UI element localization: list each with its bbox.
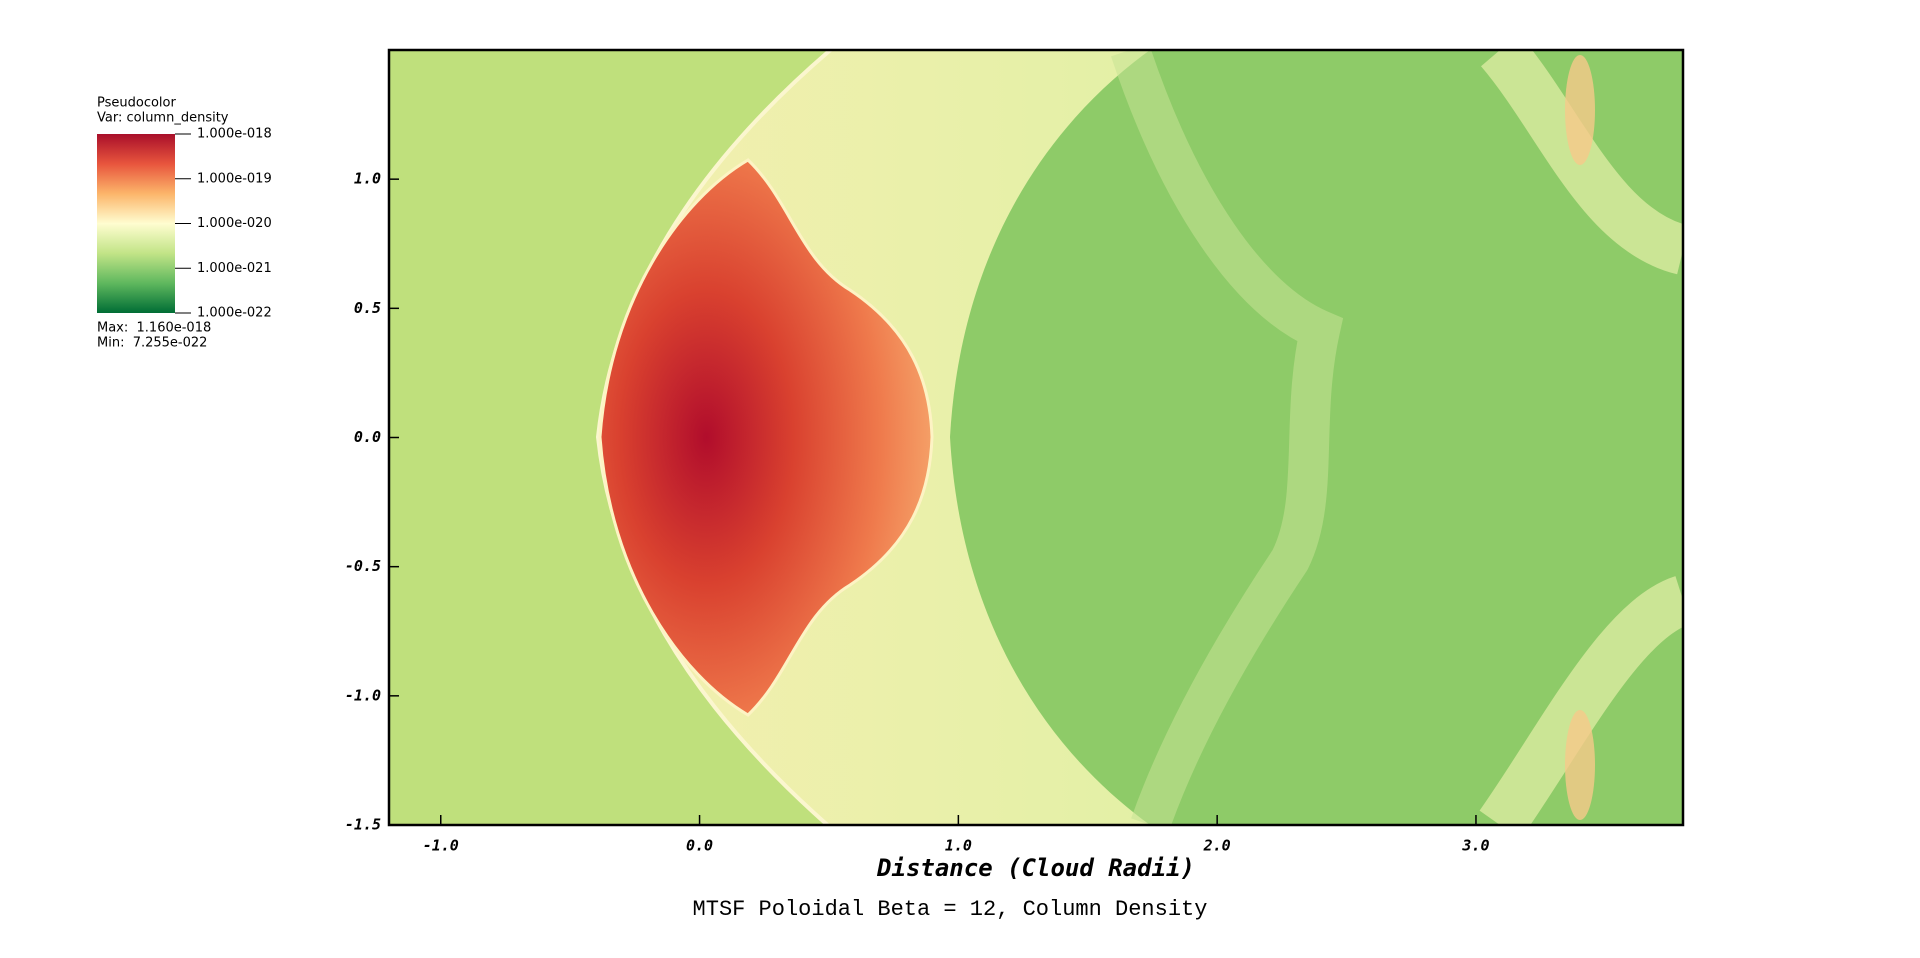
- legend-title: Pseudocolor: [97, 96, 176, 111]
- x-tick-label: 2.0: [1203, 837, 1231, 855]
- y-tick-label: 1.0: [354, 170, 381, 188]
- colorbar-tick-label: 1.000e-018: [197, 127, 272, 142]
- colorbar-tick-label: 1.000e-021: [197, 261, 272, 276]
- colorbar-tick-label: 1.000e-020: [197, 216, 272, 231]
- y-tick-label: 0.0: [354, 428, 381, 446]
- legend-min: Min: 7.255e-022: [97, 336, 207, 351]
- y-tick-label: -0.5: [345, 557, 381, 575]
- x-tick-label: -1.0: [423, 837, 459, 855]
- density-field: [389, 50, 1683, 825]
- colorbar: [97, 134, 175, 313]
- x-tick-label: 3.0: [1461, 837, 1489, 855]
- legend-max: Max: 1.160e-018: [97, 321, 211, 336]
- x-axis-label: Distance (Cloud Radii): [876, 854, 1195, 882]
- colorbar-tick-label: 1.000e-019: [197, 171, 272, 186]
- y-tick-label: 0.5: [354, 299, 381, 317]
- chart-title: MTSF Poloidal Beta = 12, Column Density: [693, 897, 1208, 922]
- legend-variable: Var: column_density: [97, 111, 229, 126]
- x-tick-label: 1.0: [945, 837, 972, 855]
- y-tick-label: -1.0: [345, 686, 381, 704]
- colorbar-tick-label: 1.000e-022: [197, 306, 272, 321]
- y-tick-label: -1.5: [345, 816, 381, 834]
- x-tick-label: 0.0: [686, 837, 713, 855]
